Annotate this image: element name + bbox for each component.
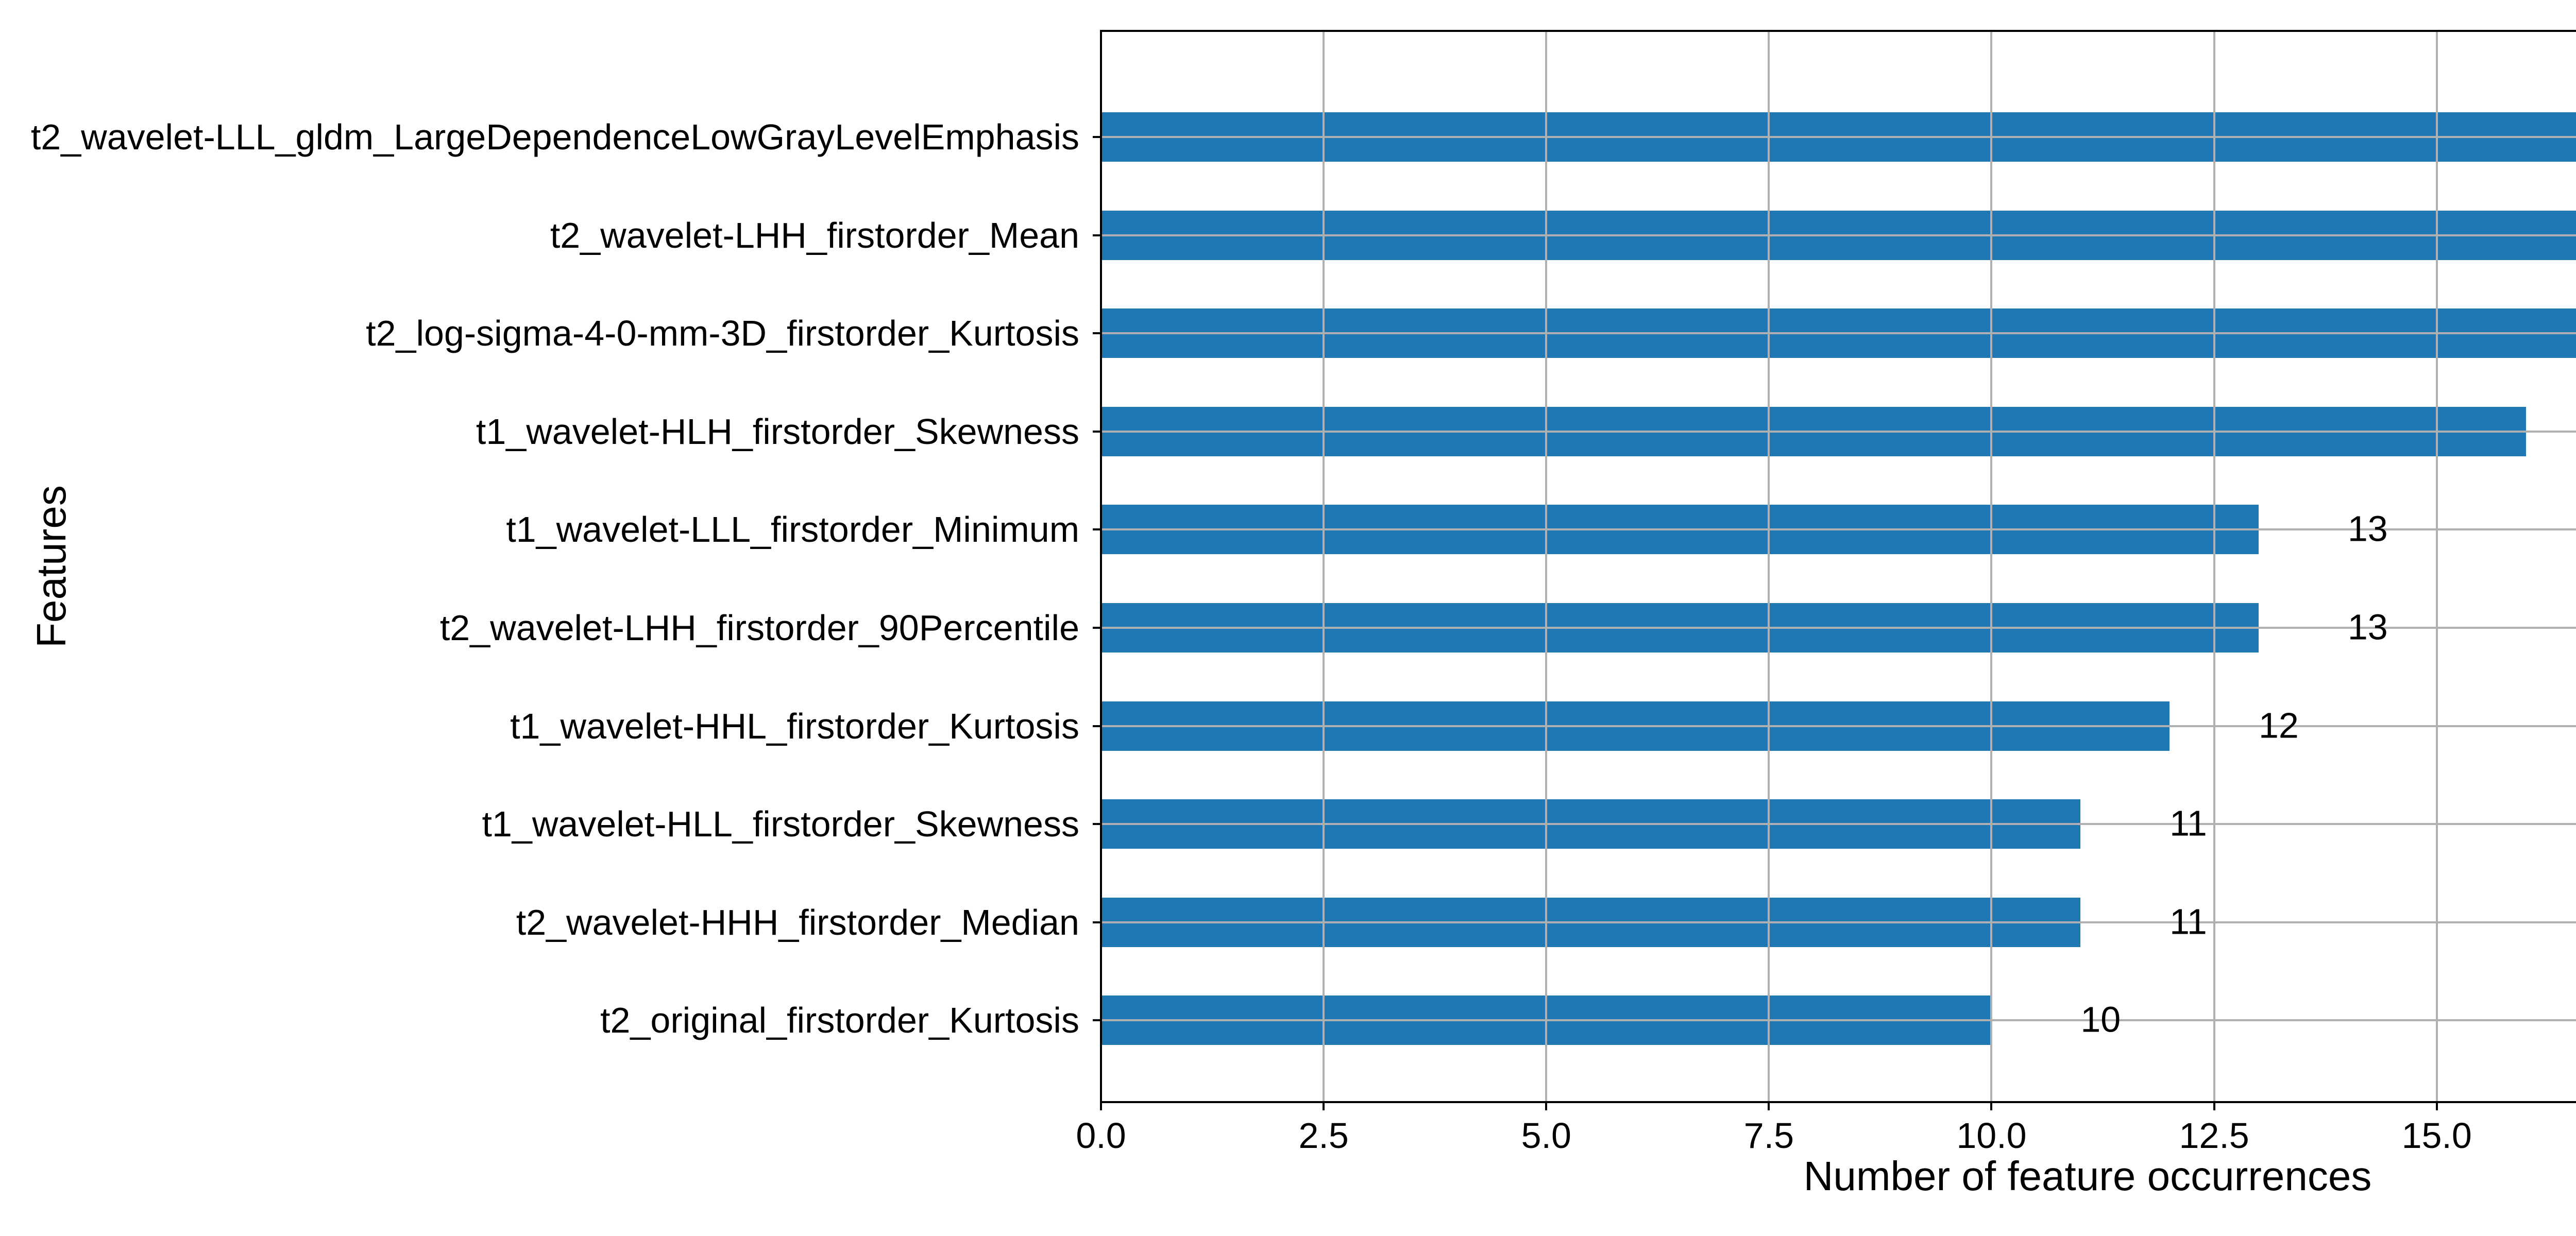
grid-line-vertical: [1323, 31, 1325, 1102]
bar-value-label: 11: [2170, 803, 2207, 844]
category-label: t2_wavelet-LLL_gldm_LargeDependenceLowGr…: [30, 117, 1079, 157]
x-tick-label: 2.5: [1298, 1115, 1349, 1156]
grid-line-horizontal: [1101, 430, 2576, 433]
grid-line-horizontal: [1101, 528, 2576, 531]
x-tick-label: 15.0: [2401, 1115, 2472, 1156]
category-label: t1_wavelet-LLL_firstorder_Minimum: [506, 509, 1079, 550]
y-tick: [1093, 136, 1101, 138]
category-label: t1_wavelet-HHL_firstorder_Kurtosis: [510, 706, 1079, 746]
x-tick-label: 7.5: [1743, 1115, 1794, 1156]
category-label: t1_wavelet-HLH_firstorder_Skewness: [476, 411, 1079, 452]
grid-line-horizontal: [1101, 725, 2576, 727]
x-tick-label: 12.5: [2179, 1115, 2249, 1156]
category-label: t2_wavelet-LHH_firstorder_Mean: [550, 215, 1079, 255]
grid-line-horizontal: [1101, 921, 2576, 923]
bar-value-label: 12: [2259, 705, 2299, 746]
grid-line-horizontal: [1101, 136, 2576, 138]
y-tick: [1093, 332, 1101, 335]
x-tick-label: 5.0: [1521, 1115, 1571, 1156]
grid-line-horizontal: [1101, 823, 2576, 826]
grid-line-horizontal: [1101, 627, 2576, 629]
y-tick: [1093, 921, 1101, 923]
y-tick: [1093, 1019, 1101, 1022]
x-tick-label: 10.0: [1956, 1115, 2027, 1156]
category-label: t2_original_firstorder_Kurtosis: [600, 1000, 1079, 1041]
y-tick: [1093, 430, 1101, 433]
bar-value-label: 11: [2170, 901, 2207, 942]
y-tick: [1093, 528, 1101, 531]
grid-line-vertical: [2213, 31, 2215, 1102]
y-tick: [1093, 234, 1101, 236]
x-tick: [1768, 1102, 1770, 1110]
top-spine: [1100, 30, 2576, 32]
grid-line-vertical: [1990, 31, 1993, 1102]
x-tick: [1100, 1102, 1102, 1110]
bar-value-label: 13: [2347, 508, 2388, 549]
grid-line-vertical: [1545, 31, 1548, 1102]
x-tick: [1990, 1102, 1993, 1110]
x-tick: [2213, 1102, 2215, 1110]
grid-line-vertical: [1768, 31, 1770, 1102]
left-spine: [1100, 30, 1102, 1103]
y-tick: [1093, 725, 1101, 727]
category-label: t2_log-sigma-4-0-mm-3D_firstorder_Kurtos…: [366, 313, 1079, 354]
x-tick: [1323, 1102, 1325, 1110]
y-tick: [1093, 823, 1101, 826]
bar-value-label: 10: [2080, 999, 2121, 1040]
x-axis-title: Number of feature occurrences: [1803, 1153, 2372, 1199]
category-label: t2_wavelet-LHH_firstorder_90Percentile: [439, 608, 1079, 648]
grid-line-horizontal: [1101, 332, 2576, 335]
category-label: t2_wavelet-HHH_firstorder_Median: [516, 902, 1079, 942]
category-label: t1_wavelet-HLL_firstorder_Skewness: [482, 804, 1079, 845]
grid-line-vertical: [2435, 31, 2438, 1102]
x-tick: [1545, 1102, 1548, 1110]
bar-value-label: 13: [2347, 607, 2388, 647]
x-tick-label: 0.0: [1076, 1115, 1126, 1156]
grid-line-horizontal: [1101, 1019, 2576, 1022]
x-tick: [2435, 1102, 2438, 1110]
grid-line-horizontal: [1101, 234, 2576, 236]
bottom-spine: [1100, 1101, 2576, 1103]
y-tick: [1093, 627, 1101, 629]
